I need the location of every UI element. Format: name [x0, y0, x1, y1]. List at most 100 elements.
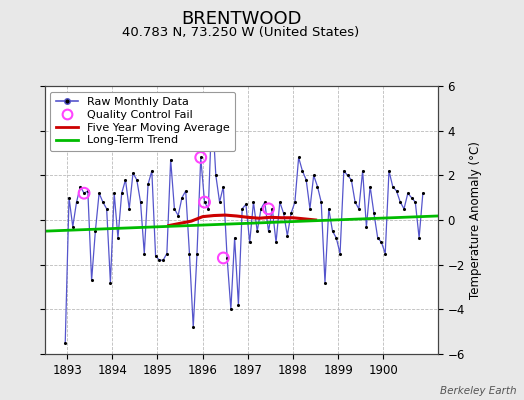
Point [321, 279, 329, 286]
Point [238, 206, 246, 212]
Point [129, 170, 137, 176]
Point [242, 201, 250, 208]
Point [351, 199, 359, 205]
Point [305, 206, 314, 212]
Point [140, 250, 148, 257]
Point [317, 199, 325, 205]
Point [381, 250, 389, 257]
Point [178, 194, 186, 201]
Point [407, 194, 416, 201]
Point [144, 181, 152, 188]
Point [121, 177, 129, 183]
Point [125, 206, 134, 212]
Point [151, 252, 160, 259]
Point [162, 250, 171, 257]
Point [264, 228, 272, 234]
Point [291, 199, 299, 205]
Point [88, 277, 96, 284]
Point [215, 199, 224, 205]
Point [388, 183, 397, 190]
Point [329, 228, 337, 234]
Point [196, 154, 205, 161]
Point [249, 199, 258, 205]
Point [133, 177, 141, 183]
Point [396, 199, 405, 205]
Point [392, 188, 401, 194]
Point [294, 154, 303, 161]
Point [385, 168, 393, 174]
Point [276, 199, 284, 205]
Legend: Raw Monthly Data, Quality Control Fail, Five Year Moving Average, Long-Term Tren: Raw Monthly Data, Quality Control Fail, … [50, 92, 235, 151]
Point [268, 206, 277, 212]
Point [103, 206, 111, 212]
Point [370, 210, 378, 216]
Point [106, 279, 115, 286]
Point [170, 206, 179, 212]
Point [200, 199, 209, 205]
Point [212, 172, 220, 178]
Point [415, 235, 423, 241]
Point [91, 228, 100, 234]
Point [400, 206, 408, 212]
Point [253, 228, 261, 234]
Text: BRENTWOOD: BRENTWOOD [181, 10, 301, 28]
Y-axis label: Temperature Anomaly (°C): Temperature Anomaly (°C) [469, 141, 482, 299]
Point [110, 190, 118, 196]
Point [362, 224, 370, 230]
Text: Berkeley Earth: Berkeley Earth [440, 386, 516, 396]
Point [148, 168, 156, 174]
Point [99, 199, 107, 205]
Point [231, 235, 239, 241]
Point [219, 255, 227, 261]
Point [272, 239, 280, 246]
Point [72, 199, 81, 205]
Point [358, 168, 367, 174]
Point [80, 190, 88, 196]
Point [193, 250, 201, 257]
Point [298, 168, 307, 174]
Point [80, 190, 88, 196]
Point [313, 183, 322, 190]
Point [355, 206, 363, 212]
Point [377, 239, 386, 246]
Point [343, 172, 352, 178]
Point [227, 306, 235, 312]
Point [181, 188, 190, 194]
Point [117, 190, 126, 196]
Point [403, 190, 412, 196]
Point [366, 183, 374, 190]
Point [324, 206, 333, 212]
Point [279, 210, 288, 216]
Point [283, 232, 291, 239]
Point [200, 199, 209, 205]
Point [374, 235, 382, 241]
Point [204, 206, 212, 212]
Point [189, 324, 198, 330]
Text: 40.783 N, 73.250 W (United States): 40.783 N, 73.250 W (United States) [123, 26, 359, 39]
Point [114, 235, 122, 241]
Point [136, 199, 145, 205]
Point [260, 199, 269, 205]
Point [257, 206, 265, 212]
Point [223, 255, 231, 261]
Point [155, 257, 163, 263]
Point [287, 210, 296, 216]
Point [65, 194, 73, 201]
Point [340, 168, 348, 174]
Point [332, 235, 341, 241]
Point [185, 250, 194, 257]
Point [302, 177, 310, 183]
Point [95, 190, 103, 196]
Point [411, 199, 420, 205]
Point [174, 212, 182, 219]
Point [196, 154, 205, 161]
Point [208, 105, 216, 112]
Point [347, 177, 356, 183]
Point [167, 156, 175, 163]
Point [76, 183, 84, 190]
Point [246, 239, 254, 246]
Point [69, 224, 77, 230]
Point [419, 190, 427, 196]
Point [310, 172, 318, 178]
Point [234, 302, 243, 308]
